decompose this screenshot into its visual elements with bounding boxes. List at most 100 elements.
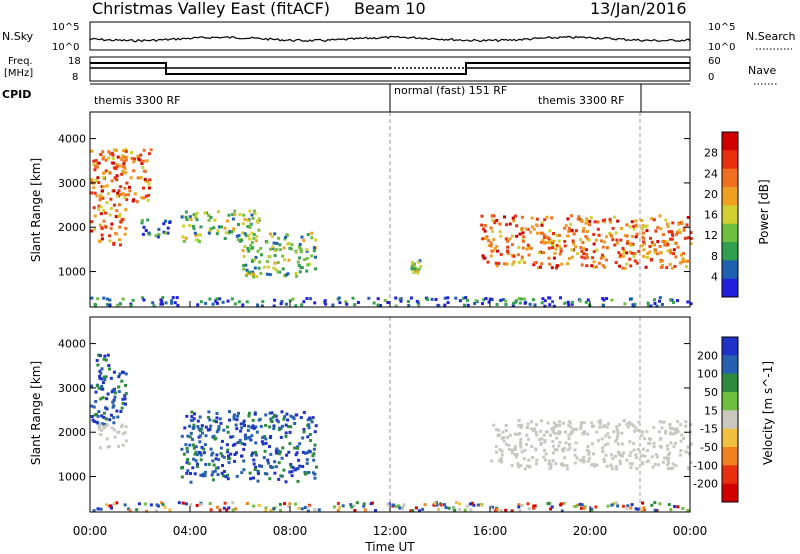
data-cell <box>512 219 516 223</box>
data-cell <box>133 159 137 163</box>
data-cell <box>264 509 268 513</box>
data-cell <box>653 298 656 302</box>
data-cell <box>663 456 666 460</box>
data-cell <box>611 238 615 242</box>
data-cell <box>664 456 668 460</box>
data-cell <box>583 505 587 509</box>
data-cell <box>578 502 582 506</box>
data-cell <box>121 370 125 374</box>
data-cell <box>569 214 573 218</box>
data-cell <box>312 452 316 456</box>
data-cell <box>93 168 97 172</box>
data-cell <box>511 234 514 238</box>
data-cell <box>97 353 101 357</box>
data-cell <box>92 405 96 409</box>
data-cell <box>676 505 680 509</box>
data-cell <box>605 235 608 239</box>
data-cell <box>294 453 298 457</box>
data-cell <box>200 424 204 428</box>
data-cell <box>647 304 651 308</box>
data-cell <box>92 186 96 190</box>
data-cell <box>465 298 469 302</box>
data-cell <box>312 447 316 451</box>
cpid-label: CPID <box>2 88 31 101</box>
data-cell <box>247 411 251 415</box>
data-cell <box>168 221 172 224</box>
data-cell <box>98 446 102 450</box>
data-cell <box>230 297 234 301</box>
cpid-segment-3: themis 3300 RF <box>538 94 625 107</box>
data-cell <box>232 413 236 417</box>
data-cell <box>130 151 133 154</box>
data-cell <box>301 465 305 468</box>
data-cell <box>589 216 593 220</box>
data-cell <box>668 426 672 430</box>
data-cell <box>636 428 640 432</box>
data-cell <box>189 480 193 484</box>
data-cell <box>280 410 284 414</box>
data-cell <box>273 413 276 417</box>
data-cell <box>558 440 562 444</box>
data-cell <box>547 246 551 250</box>
data-cell <box>586 445 590 448</box>
data-cell <box>603 266 607 269</box>
data-cell <box>652 445 656 449</box>
data-cell <box>121 402 125 405</box>
data-cell <box>141 232 145 236</box>
data-cell <box>116 303 120 307</box>
data-cell <box>199 458 203 462</box>
data-cell <box>108 298 112 302</box>
data-cell <box>269 419 273 423</box>
data-cell <box>305 249 309 253</box>
data-cell <box>558 430 562 434</box>
data-cell <box>650 455 654 459</box>
data-region-0 <box>90 148 128 247</box>
data-cell <box>283 274 287 278</box>
data-cell <box>248 237 251 241</box>
data-cell <box>510 463 514 467</box>
data-cell <box>640 219 644 222</box>
data-cell <box>106 423 110 427</box>
data-cell <box>594 505 598 509</box>
data-cell <box>119 410 123 413</box>
data-cell <box>625 223 629 227</box>
data-cell <box>562 463 566 467</box>
data-cell <box>272 424 276 428</box>
data-cell <box>240 454 244 458</box>
data-cell <box>163 505 167 509</box>
data-cell <box>160 501 164 505</box>
data-cell <box>672 248 676 252</box>
data-cell <box>108 213 112 217</box>
data-cell <box>508 433 512 437</box>
data-cell <box>621 254 625 258</box>
data-cell <box>170 299 174 303</box>
data-cell <box>248 436 252 439</box>
data-cell <box>567 303 571 307</box>
data-cell <box>613 215 617 219</box>
data-cell <box>203 211 207 215</box>
data-cell <box>564 441 568 445</box>
data-cell <box>465 504 469 508</box>
data-cell <box>566 262 570 266</box>
data-cell <box>254 441 258 445</box>
data-cell <box>659 445 663 449</box>
colorbar-tick-label: 16 <box>704 209 718 222</box>
velocity-data-marks <box>90 317 693 513</box>
data-cell <box>652 218 656 222</box>
data-cell <box>498 230 502 234</box>
data-cell <box>98 374 102 378</box>
data-cell <box>557 233 561 237</box>
data-cell <box>242 447 246 451</box>
data-cell <box>274 465 278 469</box>
data-cell <box>121 165 125 169</box>
data-cell <box>141 159 145 163</box>
data-cell <box>634 426 638 430</box>
data-cell <box>214 436 218 440</box>
data-cell <box>124 158 128 162</box>
data-cell <box>209 508 213 512</box>
data-cell <box>108 152 112 156</box>
data-cell <box>499 234 503 238</box>
colorbar-frame <box>721 131 739 298</box>
data-cell <box>279 508 282 512</box>
